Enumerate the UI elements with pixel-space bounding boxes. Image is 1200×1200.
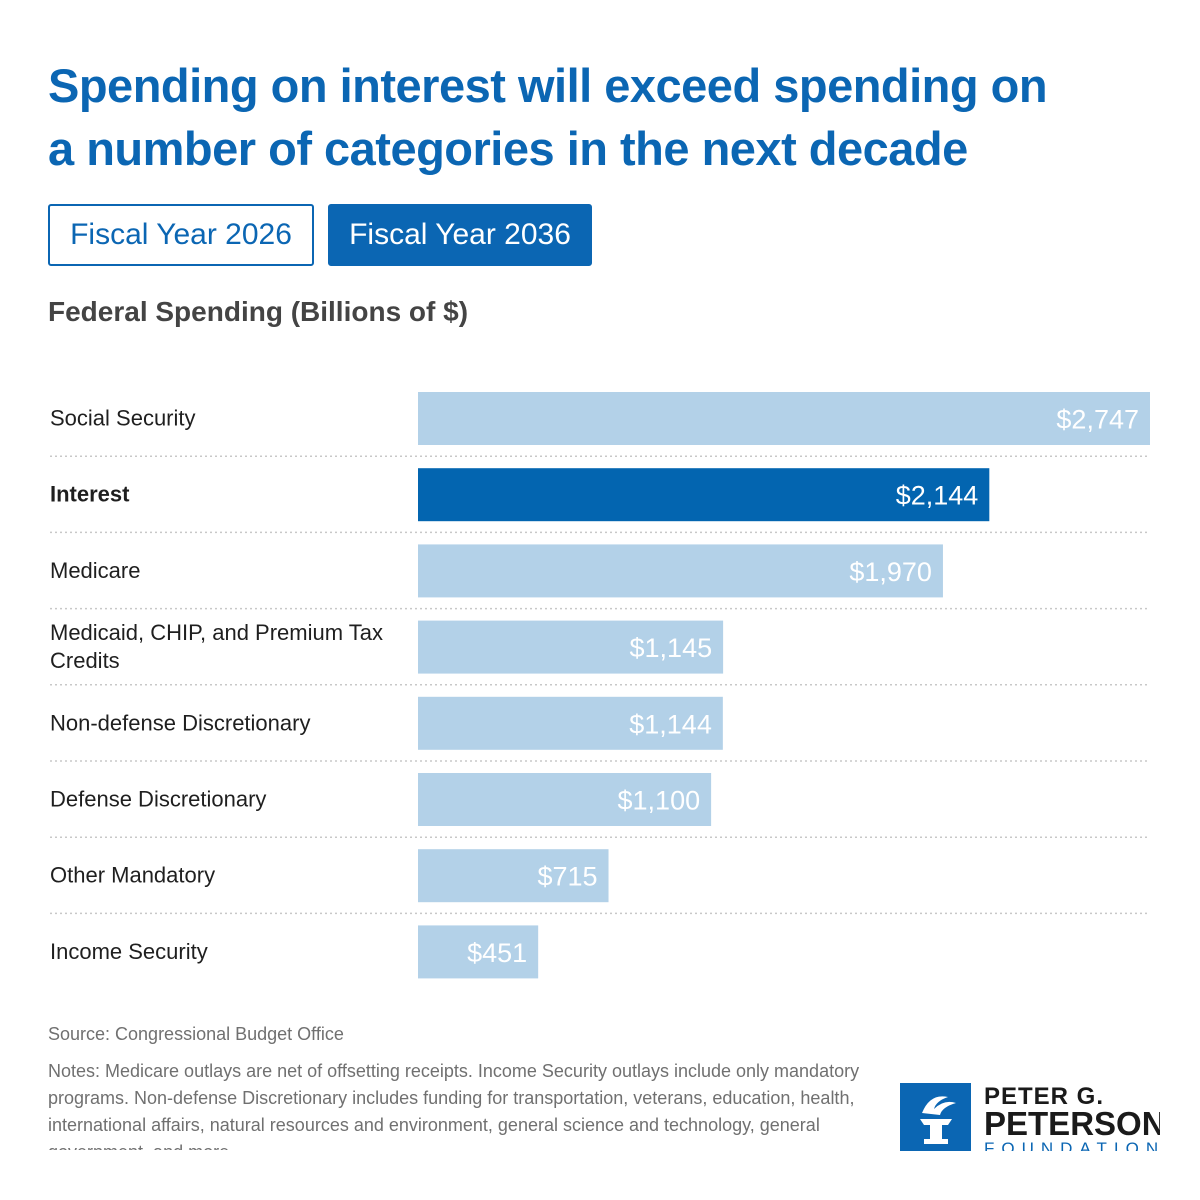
chart-subtitle: Federal Spending (Billions of $) bbox=[48, 296, 469, 327]
value-label: $715 bbox=[537, 862, 597, 892]
torch-icon bbox=[900, 1083, 971, 1151]
category-label: Interest bbox=[50, 482, 130, 507]
value-label: $1,970 bbox=[849, 557, 932, 587]
category-label: Medicare bbox=[50, 558, 140, 583]
bar[interactable] bbox=[418, 544, 943, 598]
value-label: $451 bbox=[467, 938, 527, 968]
bar[interactable] bbox=[418, 620, 724, 674]
bar[interactable] bbox=[418, 925, 539, 979]
bar-chart: Social Security $2,747 Interest $2,144 Medic… bbox=[50, 392, 1150, 979]
value-label: $2,144 bbox=[896, 481, 979, 511]
category-label: Medicaid, CHIP, and Premium Tax Credits bbox=[50, 620, 383, 673]
category-label: Non-defense Discretionary bbox=[50, 710, 310, 735]
bar[interactable] bbox=[418, 392, 1150, 445]
category-label: Income Security bbox=[50, 939, 208, 964]
tab-fiscal-year-2036[interactable]: Fiscal Year 2036 bbox=[328, 204, 592, 266]
value-label: $1,145 bbox=[630, 633, 713, 663]
tab-fiscal-year-2026[interactable]: Fiscal Year 2026 bbox=[48, 204, 314, 266]
notes-text: Notes: Medicare outlays are net of offse… bbox=[48, 1061, 860, 1150]
bar[interactable] bbox=[418, 849, 609, 903]
bar[interactable] bbox=[418, 773, 712, 826]
logo-line-1: PETER G. bbox=[984, 1083, 1105, 1110]
value-label: $2,747 bbox=[1056, 405, 1139, 435]
peterson-foundation-logo: PETER G. PETERSON FOUNDATION bbox=[900, 1083, 1160, 1151]
category-label: Other Mandatory bbox=[50, 863, 215, 888]
value-label: $1,144 bbox=[629, 709, 712, 739]
logo-line-3: FOUNDATION bbox=[984, 1139, 1160, 1151]
category-label: Social Security bbox=[50, 406, 196, 431]
category-label: Defense Discretionary bbox=[50, 787, 266, 812]
bar[interactable] bbox=[418, 696, 723, 750]
bar[interactable] bbox=[418, 468, 990, 522]
source-note: Source: Congressional Budget Office bbox=[48, 1024, 344, 1044]
value-label: $1,100 bbox=[618, 786, 701, 816]
chart-title: Spending on interest will exceed spendin… bbox=[48, 59, 1048, 175]
logo-line-2: PETERSON bbox=[984, 1105, 1160, 1142]
